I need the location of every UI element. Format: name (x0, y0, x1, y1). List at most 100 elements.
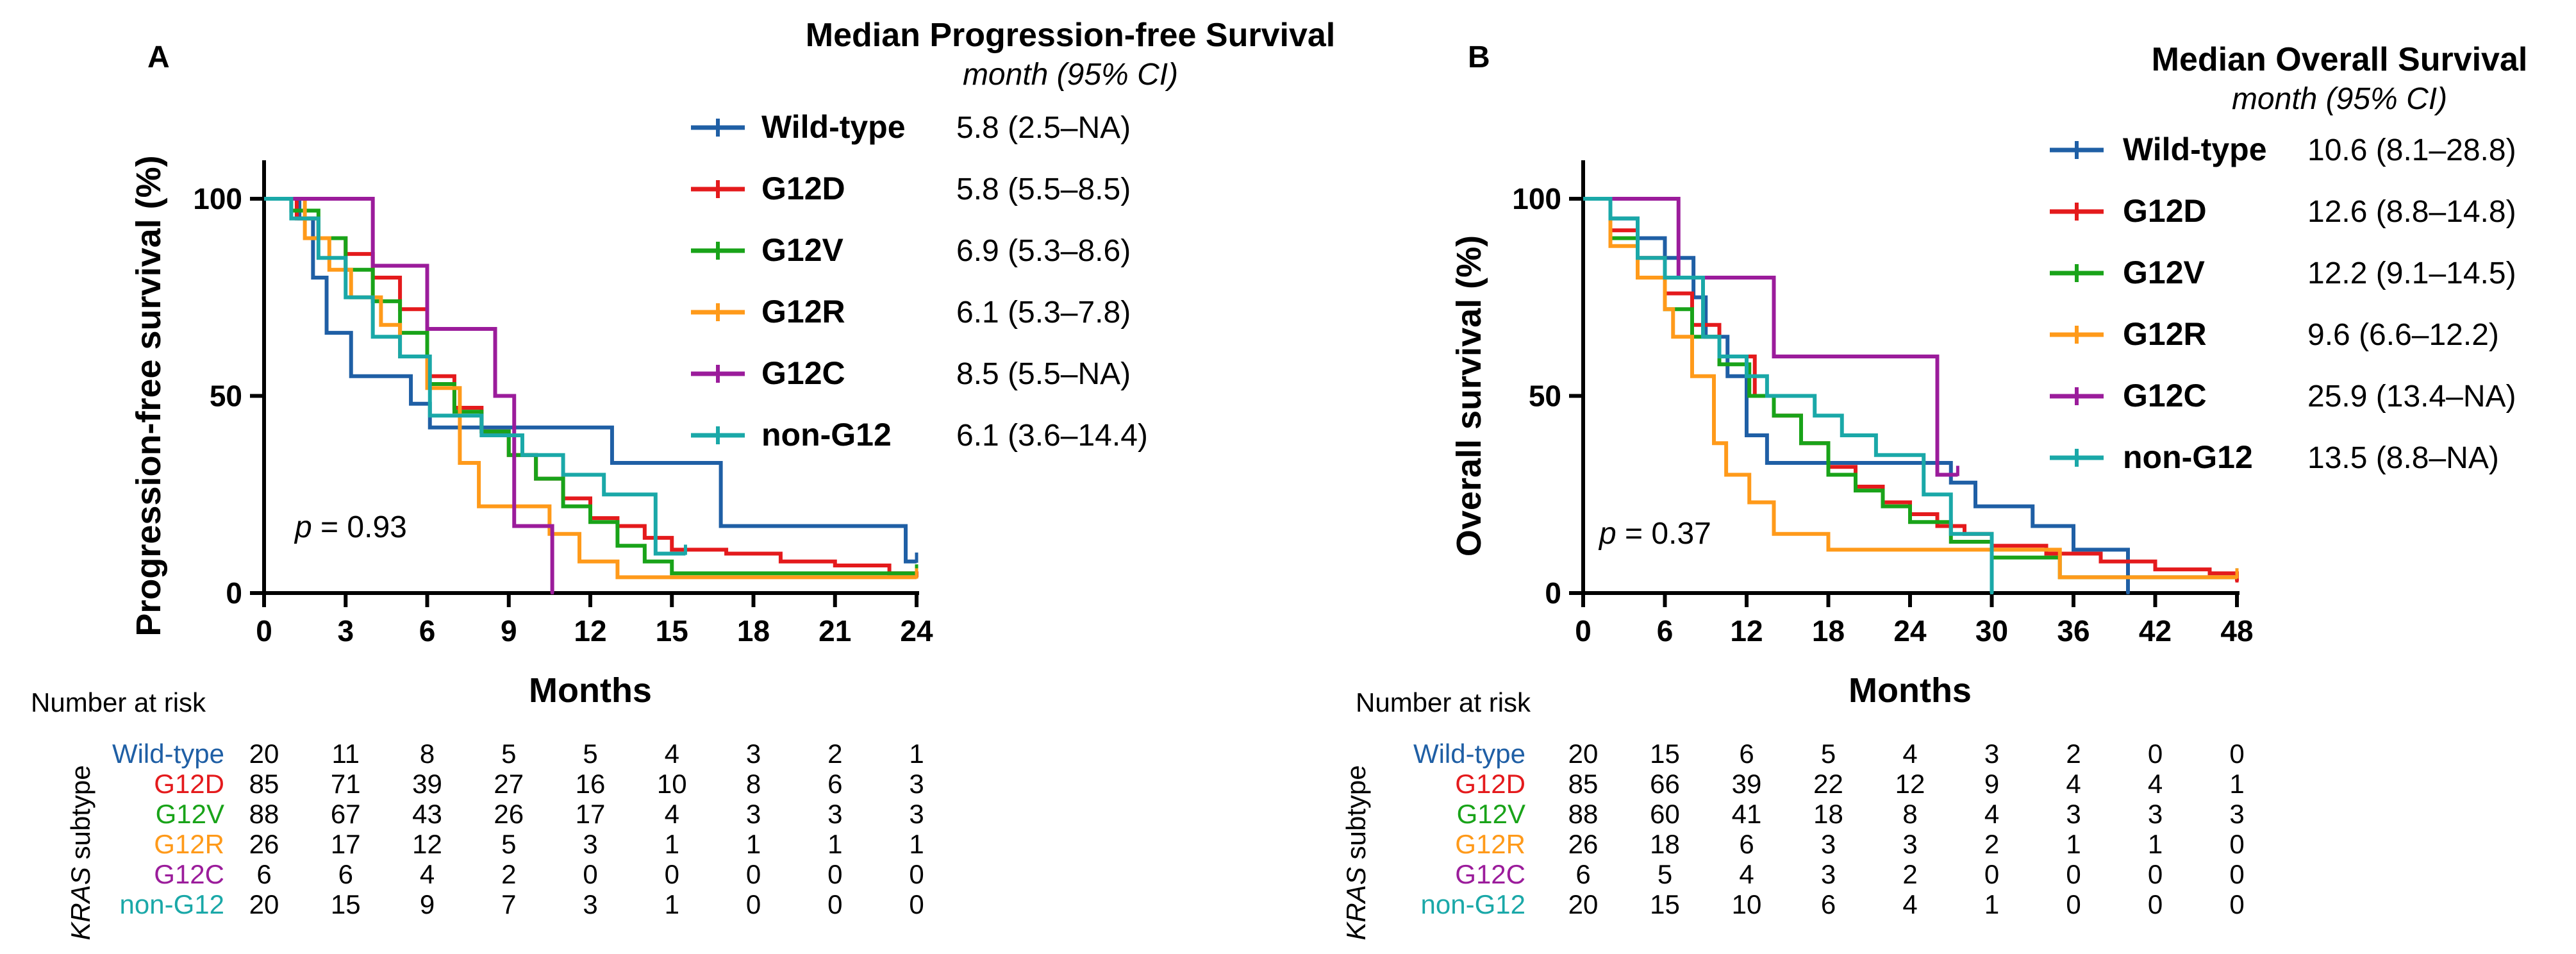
risk-value: 20 (249, 889, 279, 919)
y-tick-label: 50 (210, 380, 242, 413)
risk-value: 5 (583, 739, 597, 769)
risk-row-label: Wild-type (1413, 739, 1525, 769)
x-tick-label: 48 (2220, 614, 2253, 648)
risk-value: 1 (665, 889, 679, 919)
risk-value: 1 (827, 829, 842, 859)
risk-value: 6 (338, 859, 353, 889)
x-tick-label: 18 (1812, 614, 1845, 648)
risk-value: 8 (420, 739, 435, 769)
risk-value: 60 (1650, 799, 1680, 829)
risk-value: 27 (494, 769, 524, 799)
x-tick-label: 42 (2139, 614, 2172, 648)
risk-value: 0 (2229, 829, 2244, 859)
km-curve-G12C (264, 197, 554, 593)
risk-value: 88 (249, 799, 279, 829)
risk-value: 26 (1568, 829, 1599, 859)
risk-value: 1 (1984, 889, 1999, 919)
risk-value: 39 (412, 769, 442, 799)
km-curve-G12C (1583, 197, 1958, 477)
risk-value: 2 (1984, 829, 1999, 859)
risk-value: 16 (576, 769, 606, 799)
risk-row-label: G12R (154, 829, 224, 859)
risk-row-label: G12C (1455, 859, 1525, 889)
x-tick-label: 0 (1575, 614, 1591, 648)
risk-value: 85 (1568, 769, 1599, 799)
y-axis-label: Progression-free survival (%) (129, 155, 168, 636)
p-value: p = 0.37 (1598, 517, 1711, 551)
risk-value: 9 (420, 889, 435, 919)
risk-value: 3 (2229, 799, 2244, 829)
risk-value: 4 (1902, 889, 1917, 919)
risk-table-title: Number at risk (31, 687, 206, 717)
risk-row-label: G12R (1455, 829, 1525, 859)
risk-value: 3 (2148, 799, 2163, 829)
risk-value: 5 (501, 829, 516, 859)
risk-value: 2 (1902, 859, 1917, 889)
risk-value: 11 (331, 739, 360, 769)
risk-value: 3 (746, 799, 761, 829)
risk-value: 41 (1732, 799, 1762, 829)
y-tick-label: 100 (193, 182, 242, 215)
risk-value: 5 (1821, 739, 1836, 769)
risk-value: 2 (2066, 739, 2081, 769)
risk-value: 71 (331, 769, 361, 799)
risk-table-axis-label: KRAS subtype (1341, 765, 1371, 940)
chart-title: Median Overall Survival (2152, 41, 2528, 78)
risk-value: 1 (2229, 769, 2244, 799)
risk-value: 0 (2229, 739, 2244, 769)
legend-median: 25.9 (13.4–NA) (2307, 380, 2516, 414)
risk-value: 0 (827, 859, 842, 889)
km-curve-non-G12 (264, 197, 686, 556)
risk-value: 17 (331, 829, 361, 859)
risk-value: 0 (583, 859, 597, 889)
risk-value: 1 (746, 829, 761, 859)
y-tick-label: 0 (1545, 576, 1561, 610)
x-axis-label: Months (1849, 671, 1972, 710)
risk-value: 8 (1902, 799, 1917, 829)
risk-value: 9 (1984, 769, 1999, 799)
risk-value: 5 (501, 739, 516, 769)
x-tick-label: 15 (656, 614, 688, 648)
risk-table-axis-label-part: KRAS (1341, 867, 1371, 940)
km-curve-Wild-type (264, 197, 917, 564)
x-tick-label: 0 (256, 614, 272, 648)
x-tick-label: 3 (337, 614, 354, 648)
p-value-part: p (294, 510, 312, 544)
risk-value: 4 (1984, 799, 1999, 829)
risk-row-label: non-G12 (1421, 889, 1525, 919)
risk-table-axis-label-part: KRAS (65, 867, 96, 940)
x-tick-label: 18 (737, 614, 770, 648)
risk-row-label: G12V (156, 799, 224, 829)
legend-label: G12D (761, 171, 845, 206)
risk-value: 3 (746, 739, 761, 769)
risk-value: 4 (2148, 769, 2163, 799)
risk-value: 85 (249, 769, 279, 799)
legend-median: 5.8 (2.5–NA) (956, 111, 1131, 145)
risk-value: 6 (1821, 889, 1836, 919)
risk-value: 12 (1895, 769, 1925, 799)
risk-value: 0 (2148, 739, 2163, 769)
legend-label: G12C (2123, 378, 2207, 414)
risk-value: 1 (909, 829, 924, 859)
risk-value: 4 (2066, 769, 2081, 799)
risk-value: 5 (1658, 859, 1672, 889)
risk-value: 0 (2148, 889, 2163, 919)
risk-value: 3 (583, 829, 597, 859)
km-curve-non-G12 (1583, 197, 1994, 593)
y-axis-label: Overall survival (%) (1450, 235, 1488, 556)
risk-value: 20 (249, 739, 279, 769)
risk-value: 3 (583, 889, 597, 919)
risk-value: 4 (1902, 739, 1917, 769)
legend-label: non-G12 (2123, 439, 2253, 475)
risk-table-title: Number at risk (1356, 687, 1531, 717)
x-tick-label: 30 (1975, 614, 2008, 648)
risk-table-axis-label-part: subtype (1341, 765, 1371, 867)
risk-value: 6 (1739, 829, 1754, 859)
risk-value: 26 (494, 799, 524, 829)
x-tick-label: 9 (501, 614, 517, 648)
chart-subtitle: month (95% CI) (2232, 82, 2447, 116)
risk-value: 22 (1813, 769, 1843, 799)
legend-label: G12V (761, 232, 844, 268)
legend-median: 13.5 (8.8–NA) (2307, 441, 2499, 475)
legend-label: G12V (2123, 255, 2206, 290)
